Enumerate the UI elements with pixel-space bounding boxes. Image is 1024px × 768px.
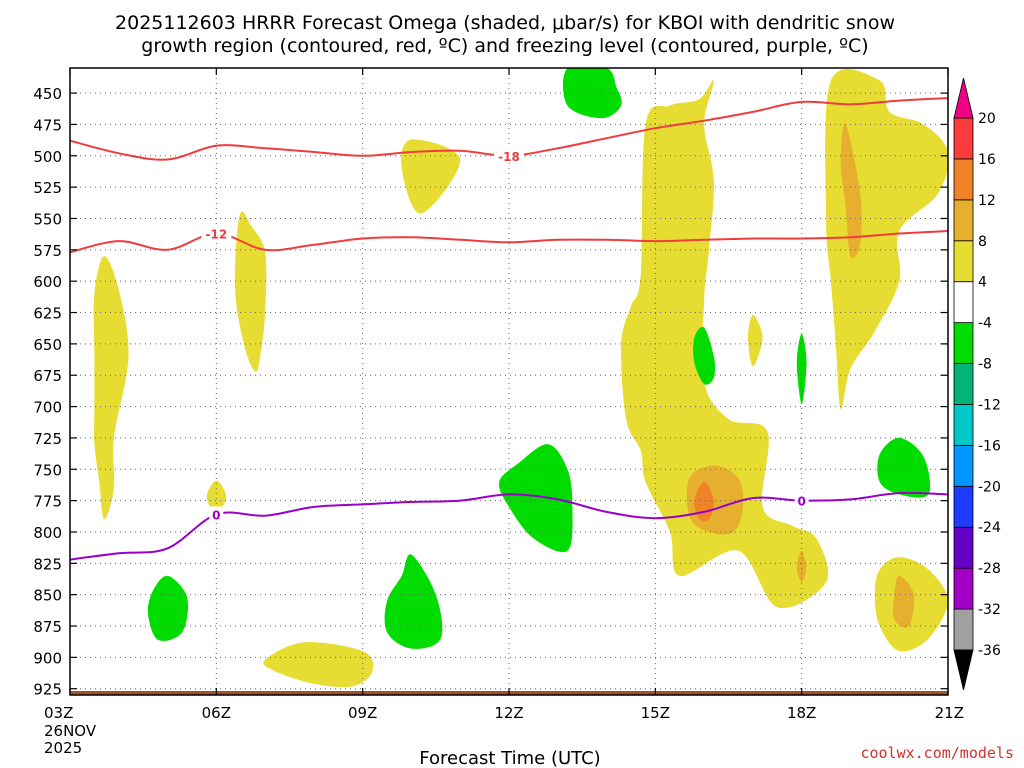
colorbar-box-11 [953,158,974,201]
contour-label-bg-1 [201,225,232,241]
y-tick-label-900: 900 [33,649,62,667]
y-tick-label-750: 750 [33,461,62,479]
x-date-label-1: 2025 [44,739,82,757]
omega-region-3 [263,642,374,688]
x-tick-label-18Z: 18Z [787,704,816,722]
colorbar-label-8: -16 [978,438,1001,454]
chart-title-line-2: growth region (contoured, red, ºC) and f… [141,35,868,57]
colorbar-label-1: 16 [978,152,996,168]
x-tick-label-12Z: 12Z [494,704,523,722]
omega-region-8 [748,315,763,367]
y-tick-label-675: 675 [33,367,62,385]
x-tick-label-15Z: 15Z [641,704,670,722]
omega-region-6 [825,69,948,410]
omega-region-13 [694,481,715,522]
omega-region-20 [877,437,931,498]
omega-region-1 [206,480,227,514]
colorbar-box-6 [953,363,974,405]
credit-text: coolwx.com/models [860,744,1014,762]
omega-region-0 [93,256,129,520]
y-tick-label-925: 925 [33,681,62,699]
y-tick-label-775: 775 [33,493,62,511]
x-tick-label-03Z: 03Z [44,704,73,722]
contour-label-0: -18 [498,150,520,164]
colorbar-under-triangle [953,649,974,691]
colorbar-box-2 [953,526,974,569]
y-tick-label-525: 525 [33,179,62,197]
y-tick-label-825: 825 [33,555,62,573]
colorbar-label-10: -24 [978,520,1001,536]
shaded-omega-layer [93,68,948,688]
y-axis: 450 475 500 525 550 575 600 625 650 675 700 725 750 7… [33,85,948,699]
colorbar-over-triangle [953,77,974,119]
omega-region-16 [147,575,189,641]
y-tick-label-800: 800 [33,524,62,542]
contour-label-2: 0 [212,508,220,522]
contour-line-layer: -18 -12 0 0 [70,97,948,561]
colorbar-label-6: -8 [978,357,992,373]
colorbar-box-1 [953,567,974,610]
y-tick-label-700: 700 [33,399,62,417]
omega-region-4 [401,139,461,214]
colorbar-label-13: -36 [978,643,1001,659]
y-tick-label-475: 475 [33,116,62,134]
omega-region-5 [621,79,829,609]
y-tick-label-850: 850 [33,587,62,605]
contour-label-bg-0 [494,147,524,163]
omega-region-10 [840,123,862,259]
contour-label-1: -12 [205,228,227,242]
colorbar: 20 16 12 8 4 -4 -8 -12 -16 -20 -24 -28 -32 -36 [953,77,1001,691]
y-tick-label-500: 500 [33,148,62,166]
y-tick-label-600: 600 [33,273,62,291]
y-tick-label-875: 875 [33,618,62,636]
colorbar-box-5 [953,404,974,446]
colorbar-label-5: -4 [978,316,992,332]
y-tick-label-725: 725 [33,430,62,448]
omega-region-12 [893,575,915,628]
omega-region-2 [234,211,267,372]
colorbar-box-12 [953,117,974,160]
omega-region-17 [384,554,443,649]
x-date-label-0: 26NOV [44,722,97,740]
x-tick-label-21Z: 21Z [935,704,964,722]
omega-region-14 [562,68,622,119]
colorbar-label-9: -20 [978,479,1001,495]
contour-label-bg-2 [209,506,224,522]
colorbar-box-3 [953,485,974,528]
colorbar-box-0 [953,608,974,651]
chart-title-line-1: 2025112603 HRRR Forecast Omega (shaded, … [115,12,895,34]
colorbar-label-4: 4 [978,275,987,291]
omega-region-11 [796,550,807,583]
colorbar-label-7: -12 [978,397,1001,413]
colorbar-box-4 [953,444,974,487]
omega-region-18 [693,326,716,385]
y-tick-label-450: 450 [33,85,62,103]
colorbar-label-3: 8 [978,234,987,250]
contour-label-3: 0 [797,495,805,509]
x-tick-label-06Z: 06Z [202,704,231,722]
colorbar-label-12: -32 [978,602,1001,618]
omega-region-15 [498,444,573,553]
y-tick-label-550: 550 [33,210,62,228]
x-tick-label-09Z: 09Z [348,704,377,722]
colorbar-box-9 [953,240,974,283]
colorbar-label-11: -28 [978,561,1001,577]
colorbar-box-7 [953,322,974,364]
x-axis-title: Forecast Time (UTC) [419,748,600,768]
colorbar-box-8 [953,281,974,324]
y-tick-label-575: 575 [33,242,62,260]
colorbar-label-0: 20 [978,111,996,127]
y-tick-label-625: 625 [33,305,62,323]
colorbar-label-2: 12 [978,193,996,209]
colorbar-box-10 [953,199,974,242]
y-tick-label-650: 650 [33,336,62,354]
contour-label-bg-3 [794,492,809,508]
